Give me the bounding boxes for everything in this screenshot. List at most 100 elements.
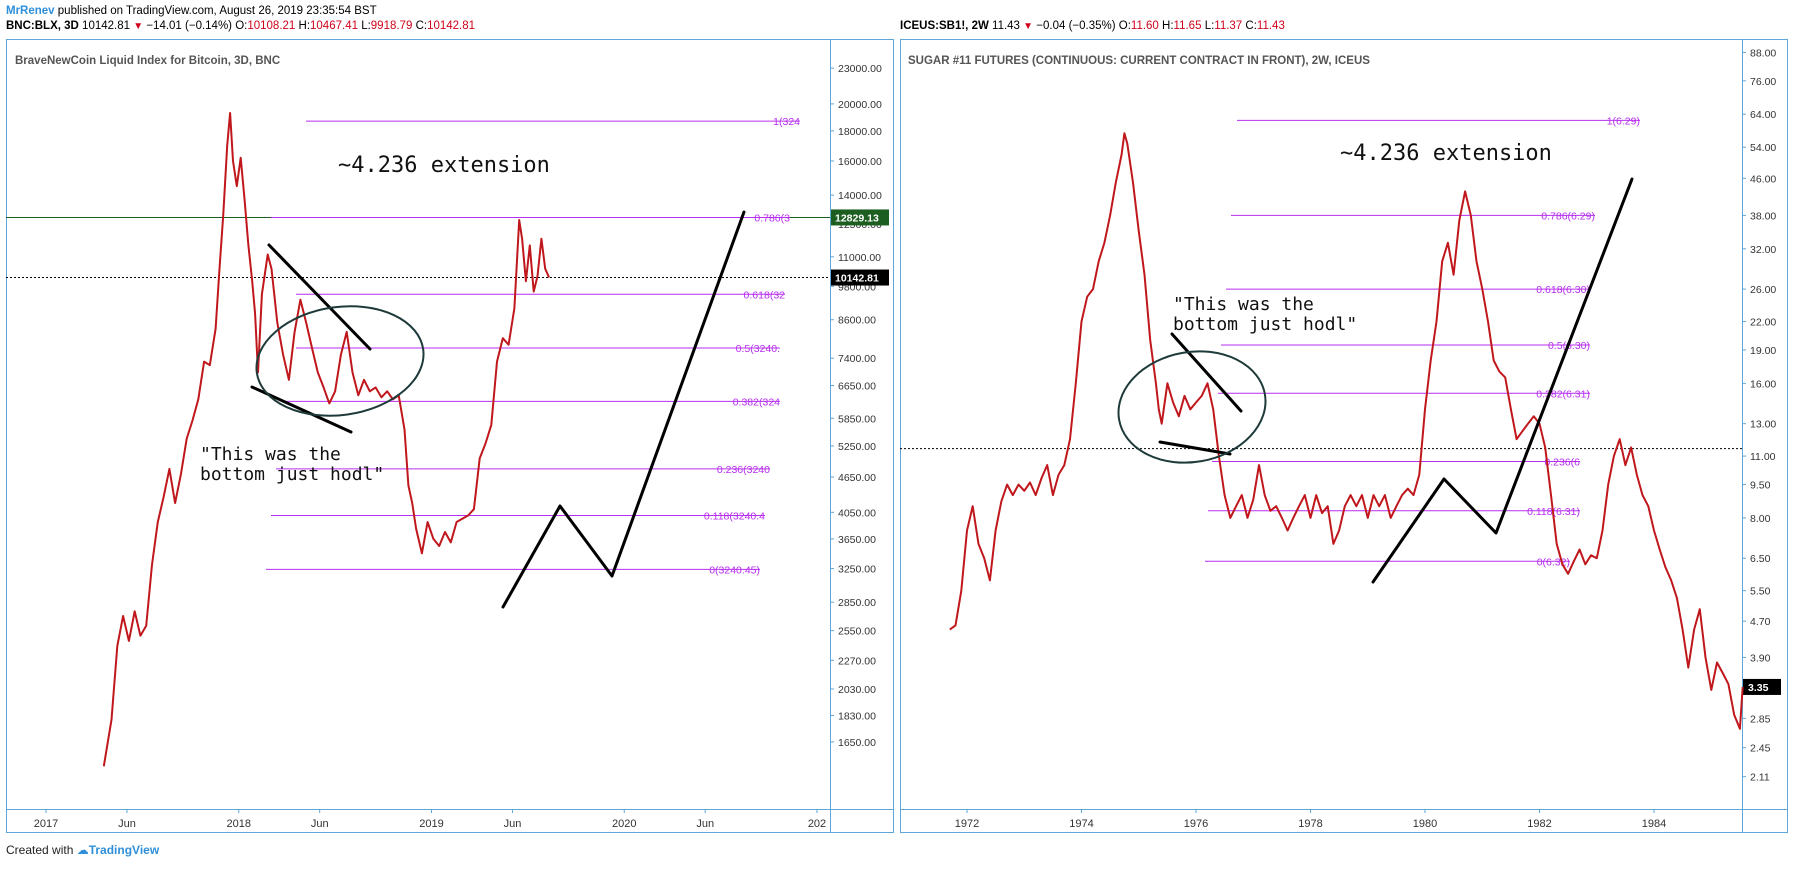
sugar-x-tick-label: 1976 bbox=[1184, 818, 1208, 830]
btc-y-tick-label: 11000.00 bbox=[838, 252, 881, 264]
right-c-label: C: bbox=[1245, 20, 1257, 32]
sugar-chart-title: SUGAR #11 FUTURES (CONTINUOUS: CURRENT C… bbox=[908, 55, 1370, 67]
btc-panel-frame bbox=[6, 39, 894, 833]
btc-y-tick-label: 3650.00 bbox=[838, 534, 876, 546]
btc-x-tick-label: 2019 bbox=[419, 818, 443, 830]
sugar-chart-panel: SUGAR #11 FUTURES (CONTINUOUS: CURRENT C… bbox=[900, 39, 1788, 833]
sugar-consolidation-circle bbox=[1117, 350, 1267, 464]
btc-price-tag-bg bbox=[831, 209, 889, 226]
btc-chart-panel: BraveNewCoin Liquid Index for Bitcoin, 3… bbox=[6, 39, 894, 833]
sugar-fib-1-label: 1(6.29) bbox=[1607, 115, 1640, 127]
sugar-drawing-1 bbox=[1158, 440, 1232, 456]
btc-y-tick-label: 6650.00 bbox=[838, 380, 876, 392]
btc-y-tick-label: 16000.00 bbox=[838, 156, 882, 168]
btc-y-tick-label: 8600.00 bbox=[838, 315, 876, 327]
btc-x-tick-label: Jun bbox=[311, 818, 329, 830]
btc-last-price-tag-bg bbox=[831, 269, 889, 286]
btc-x-tick-label: 2018 bbox=[227, 818, 251, 830]
left-h-label: H: bbox=[298, 20, 311, 32]
sugar-y-tick-label: 76.00 bbox=[1750, 76, 1776, 88]
left-c-label: C: bbox=[415, 20, 428, 32]
sugar-y-tick-label: 38.00 bbox=[1750, 210, 1776, 222]
btc-x-tick-label: 202 bbox=[808, 818, 826, 830]
btc-fib-618-label: 0.618(32 bbox=[744, 289, 786, 301]
sugar-last-price-tag: 3.35 bbox=[1748, 682, 1769, 694]
btc-y-tick-label: 14000.00 bbox=[838, 190, 882, 202]
right-l-label: L: bbox=[1204, 20, 1215, 32]
sugar-drawing-2 bbox=[1371, 177, 1634, 584]
left-last: 10142.81 bbox=[82, 20, 131, 32]
sugar-fib-236-label: 0.236(6 bbox=[1544, 456, 1580, 468]
tradingview-logo-icon: ☁ bbox=[76, 843, 89, 857]
sugar-y-tick-label: 22.00 bbox=[1750, 317, 1776, 329]
sugar-y-tick-label: 54.00 bbox=[1750, 142, 1776, 154]
sugar-y-tick-label: 2.85 bbox=[1750, 713, 1771, 725]
sugar-y-tick-label: 2.11 bbox=[1750, 772, 1770, 784]
btc-y-tick-label: 18000.00 bbox=[838, 126, 882, 138]
sugar-y-tick-label: 88.00 bbox=[1750, 47, 1776, 59]
down-triangle-icon: ▼ bbox=[133, 21, 144, 32]
btc-y-tick-label: 4650.00 bbox=[838, 472, 876, 484]
btc-last-price-tag: 10142.81 bbox=[835, 273, 879, 285]
sugar-annotation-1: "This was the bbox=[1173, 294, 1314, 315]
btc-y-tick-label: 3250.00 bbox=[838, 564, 876, 576]
btc-price-series bbox=[102, 112, 551, 767]
btc-annotation-0: ~4.236 extension bbox=[338, 153, 550, 178]
sugar-y-tick-label: 26.00 bbox=[1750, 284, 1776, 296]
right-high: 11.65 bbox=[1173, 20, 1202, 32]
left-close: 10142.81 bbox=[427, 20, 476, 32]
left-open: 10108.21 bbox=[247, 20, 296, 32]
sugar-x-tick-label: 1978 bbox=[1298, 818, 1322, 830]
btc-x-tick-label: 2020 bbox=[612, 818, 636, 830]
btc-drawing-2 bbox=[501, 210, 746, 609]
btc-y-tick-label: 23000.00 bbox=[838, 63, 882, 75]
btc-y-tick-label: 2850.00 bbox=[838, 597, 876, 609]
sugar-y-tick-label: 11.00 bbox=[1750, 451, 1776, 463]
btc-y-tick-label: 7400.00 bbox=[838, 353, 876, 365]
down-triangle-icon: ▼ bbox=[1023, 21, 1034, 32]
sugar-y-tick-label: 19.00 bbox=[1750, 345, 1776, 357]
left-symbol[interactable]: BNC:BLX, 3D bbox=[6, 20, 79, 32]
sugar-annotation-0: ~4.236 extension bbox=[1340, 141, 1552, 166]
right-quote-line: ICEUS:SB1!, 2W 11.43 ▼ −0.04 (−0.35%) O:… bbox=[900, 20, 1285, 32]
right-last: 11.43 bbox=[992, 20, 1020, 32]
btc-annotation-1: "This was the bbox=[200, 444, 341, 465]
sugar-y-tick-label: 4.70 bbox=[1750, 616, 1771, 628]
right-o-label: O: bbox=[1118, 20, 1131, 32]
sugar-x-tick-label: 1980 bbox=[1413, 818, 1437, 830]
sugar-y-tick-label: 3.90 bbox=[1750, 652, 1771, 664]
sugar-y-tick-label: 64.00 bbox=[1750, 109, 1776, 121]
btc-x-tick-label: Jun bbox=[118, 818, 136, 830]
sugar-y-tick-label: 46.00 bbox=[1750, 173, 1776, 185]
sugar-drawing-0 bbox=[1170, 332, 1243, 413]
left-high: 10467.41 bbox=[310, 20, 358, 32]
publish-info: published on TradingView.com, August 26,… bbox=[57, 5, 377, 17]
btc-x-tick-label: Jun bbox=[696, 818, 714, 830]
left-low: 9918.79 bbox=[370, 20, 413, 32]
tradingview-link[interactable]: TradingView bbox=[88, 843, 160, 857]
btc-consolidation-circle bbox=[255, 305, 425, 417]
btc-fib-0-label: 0(3240.45) bbox=[709, 564, 760, 576]
btc-y-tick-label: 5850.00 bbox=[838, 413, 876, 425]
btc-y-tick-label: 2030.00 bbox=[838, 684, 876, 696]
sugar-y-tick-label: 9.50 bbox=[1750, 480, 1771, 492]
sugar-panel-frame bbox=[900, 39, 1788, 833]
left-o-label: O: bbox=[235, 20, 248, 32]
sugar-fib-618-label: 0.618(6.30) bbox=[1536, 284, 1590, 296]
right-symbol[interactable]: ICEUS:SB1!, 2W bbox=[900, 20, 989, 32]
btc-fib-1-label: 1(324 bbox=[773, 116, 800, 128]
sugar-fib-786-label: 0.786(6.29) bbox=[1541, 210, 1595, 222]
btc-fib-118-label: 0.118(3240.4 bbox=[704, 510, 765, 522]
btc-fib-236-label: 0.236(3240 bbox=[717, 464, 770, 476]
right-low: 11.37 bbox=[1214, 20, 1243, 32]
sugar-y-tick-label: 13.00 bbox=[1750, 419, 1776, 431]
sugar-fib-382-label: 0.382(6.31) bbox=[1536, 388, 1590, 400]
btc-x-tick-label: Jun bbox=[504, 818, 522, 830]
author-link[interactable]: MrRenev bbox=[6, 5, 55, 17]
sugar-y-tick-label: 8.00 bbox=[1750, 513, 1771, 525]
sugar-x-tick-label: 1982 bbox=[1527, 818, 1551, 830]
btc-price-tag: 12829.13 bbox=[835, 212, 879, 224]
btc-y-tick-label: 2270.00 bbox=[838, 655, 876, 667]
sugar-price-series bbox=[949, 132, 1744, 730]
